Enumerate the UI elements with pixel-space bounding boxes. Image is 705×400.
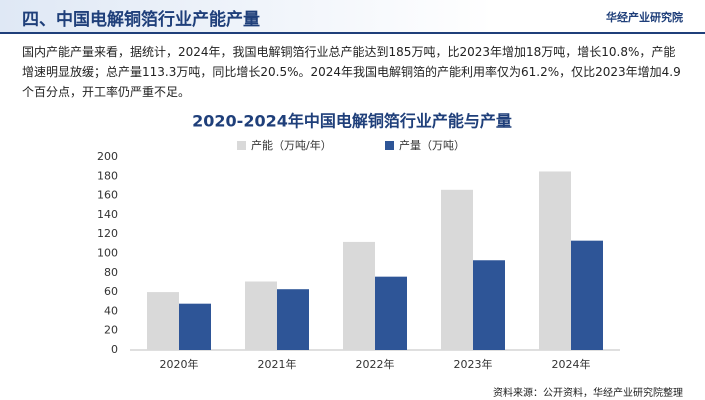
chart-title: 2020-2024年中国电解铜箔行业产能与产量	[192, 112, 512, 131]
x-tick-label: 2022年	[356, 357, 395, 371]
x-tick-label: 2020年	[160, 357, 199, 371]
y-tick-label: 100	[97, 247, 118, 260]
x-tick-label: 2024年	[552, 357, 591, 371]
bar	[441, 189, 473, 350]
y-tick-label: 140	[97, 208, 118, 221]
paragraph: 国内产能产量来看，据统计，2024年，我国电解铜箔行业总产能达到185万吨，比2…	[22, 45, 681, 99]
y-tick-label: 160	[97, 189, 118, 202]
y-tick-label: 180	[97, 169, 118, 182]
y-tick-label: 60	[104, 285, 118, 298]
legend-swatch	[237, 141, 246, 150]
legend-swatch	[385, 141, 394, 150]
x-tick-label: 2023年	[454, 357, 493, 371]
legend-label: 产量（万吨）	[399, 138, 465, 152]
y-tick-label: 0	[111, 343, 118, 356]
y-tick-label: 80	[104, 266, 118, 279]
bar	[179, 303, 211, 350]
x-tick-label: 2021年	[258, 357, 297, 371]
bar	[375, 276, 407, 350]
source: 资料来源：公开资料，华经产业研究院整理	[493, 388, 683, 399]
y-tick-label: 40	[104, 304, 118, 317]
logo: 华经产业研究院	[606, 11, 683, 24]
legend-label: 产能（万吨/年）	[251, 138, 332, 152]
bar	[571, 240, 603, 350]
y-tick-label: 200	[97, 150, 118, 163]
bar	[245, 281, 277, 350]
bar	[343, 241, 375, 350]
bar	[539, 171, 571, 350]
y-tick-label: 120	[97, 227, 118, 240]
header-title: 四、中国电解铜箔行业产能产量	[22, 10, 260, 30]
bar	[473, 260, 505, 350]
bar	[277, 289, 309, 350]
y-tick-label: 20	[104, 324, 118, 337]
bar	[147, 292, 179, 350]
header: 四、中国电解铜箔行业产能产量 华经产业研究院	[0, 0, 705, 34]
